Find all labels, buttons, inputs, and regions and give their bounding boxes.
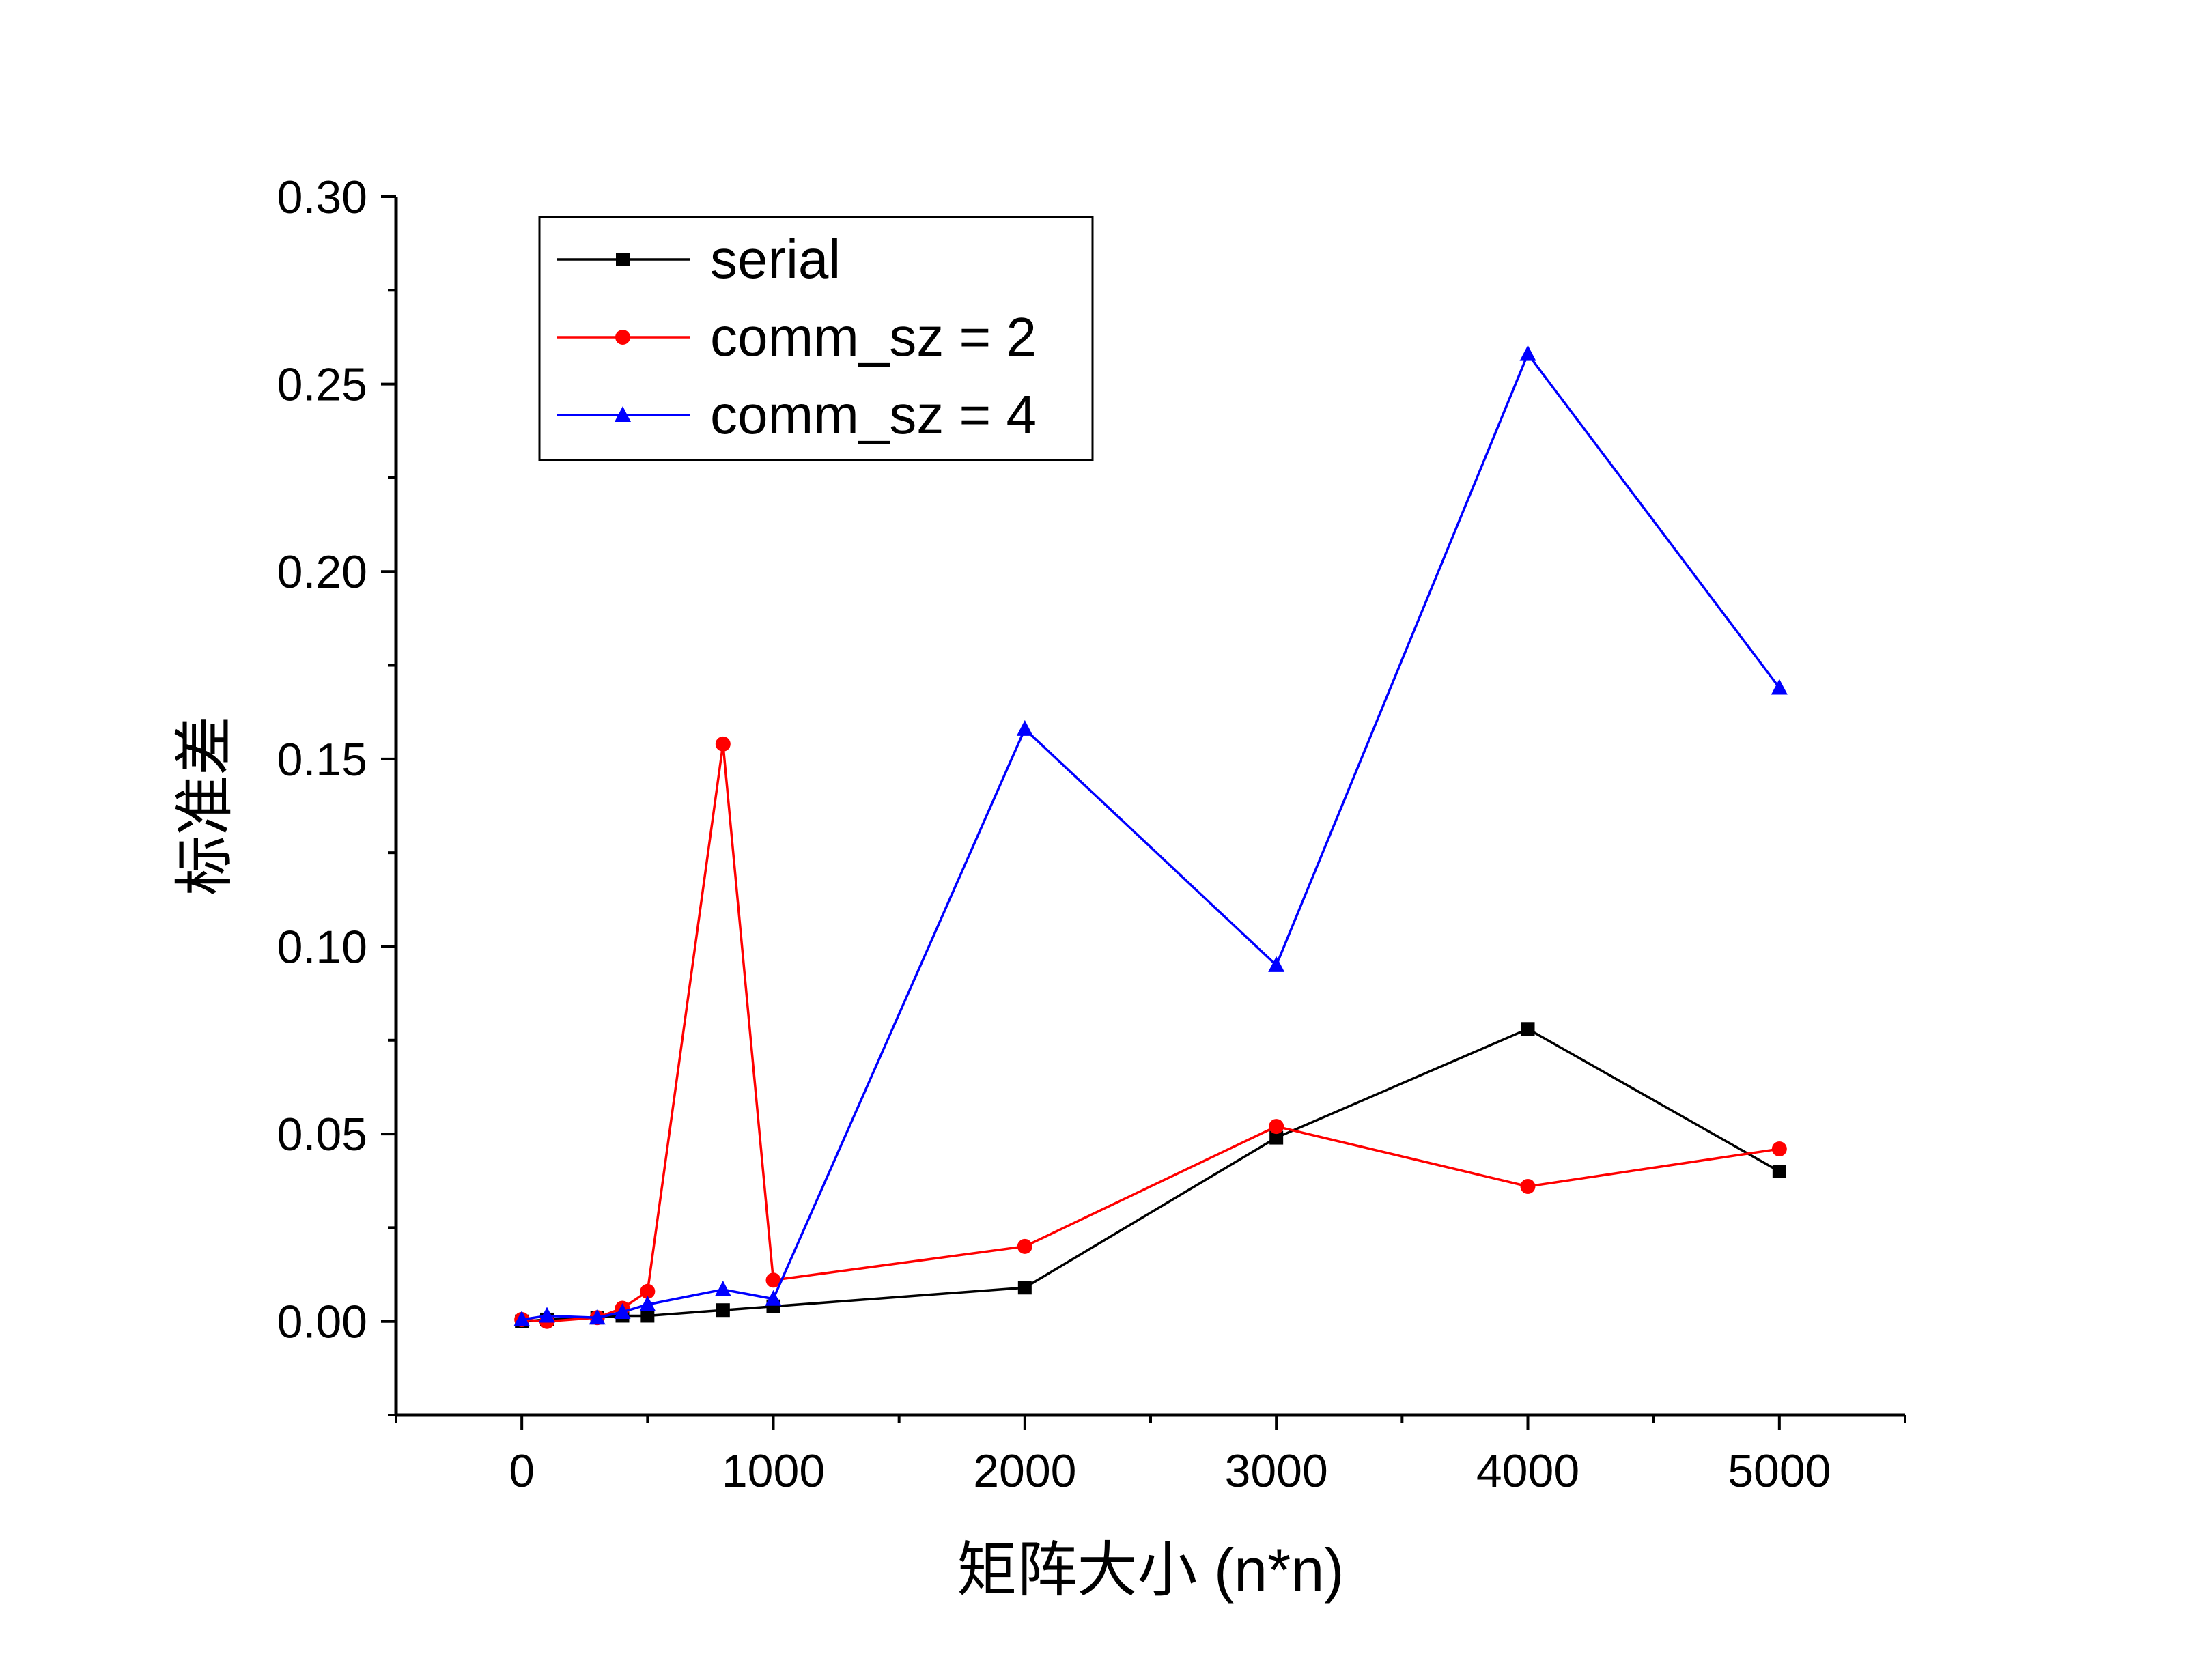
data-point: [715, 736, 731, 752]
data-point: [513, 1310, 531, 1326]
data-point: [765, 1272, 781, 1288]
y-tick-label: 0.30: [277, 171, 367, 223]
x-tick-label: 1000: [722, 1445, 825, 1497]
legend-marker: [615, 406, 631, 422]
data-point: [1017, 1238, 1032, 1254]
data-point: [765, 1290, 782, 1306]
data-point: [1269, 1130, 1284, 1145]
x-tick-label: 5000: [1728, 1445, 1831, 1497]
data-point: [1772, 1165, 1786, 1178]
data-point: [714, 1281, 731, 1297]
y-axis-label: 标准差: [171, 715, 238, 896]
data-point: [1268, 956, 1285, 972]
data-point: [1269, 1119, 1284, 1135]
legend: serial comm_sz = 2 comm_sz = 4: [538, 216, 1094, 461]
legend-marker: [616, 253, 630, 266]
data-point: [1771, 1141, 1787, 1157]
data-point: [640, 1283, 656, 1299]
y-tick-label: 0.05: [277, 1109, 367, 1161]
x-tick-label: 3000: [1225, 1445, 1328, 1497]
data-point: [539, 1307, 555, 1323]
data-point: [589, 1309, 606, 1325]
legend-label: comm_sz = 2: [710, 307, 1037, 367]
data-point: [1771, 679, 1788, 695]
series-line: [522, 743, 1780, 1323]
x-axis-label: 矩阵大小 (n*n): [957, 1536, 1344, 1604]
axes: 0.00 0.05 0.10 0.15 0.20 0.25 0.30 0 1000 2000 300…: [277, 171, 1906, 1497]
series-1: [514, 736, 1787, 1329]
data-point: [614, 1302, 631, 1319]
series-line: [522, 1027, 1780, 1323]
legend-box: [538, 216, 1094, 461]
series-2: [513, 345, 1788, 1326]
legend-label: serial: [710, 229, 841, 289]
data-point: [1016, 720, 1033, 736]
legend-marker: [615, 330, 630, 345]
y-tick-label: 0.15: [277, 734, 367, 786]
data-point: [1521, 1022, 1535, 1036]
series-layer: [513, 345, 1788, 1329]
data-point: [1520, 1178, 1536, 1194]
y-tick-label: 0.10: [277, 921, 367, 973]
legend-label: comm_sz = 4: [710, 384, 1037, 445]
data-point: [639, 1295, 656, 1311]
x-tick-label: 2000: [973, 1445, 1076, 1497]
data-point: [716, 1303, 730, 1318]
x-tick-label: 0: [509, 1445, 535, 1497]
data-point: [1519, 345, 1536, 361]
y-tick-label: 0.20: [277, 546, 367, 598]
x-tick-label: 4000: [1476, 1445, 1579, 1497]
y-tick-label: 0.25: [277, 359, 367, 411]
data-point: [1017, 1281, 1032, 1295]
data-point: [640, 1309, 655, 1323]
y-tick-label: 0.00: [277, 1296, 367, 1348]
